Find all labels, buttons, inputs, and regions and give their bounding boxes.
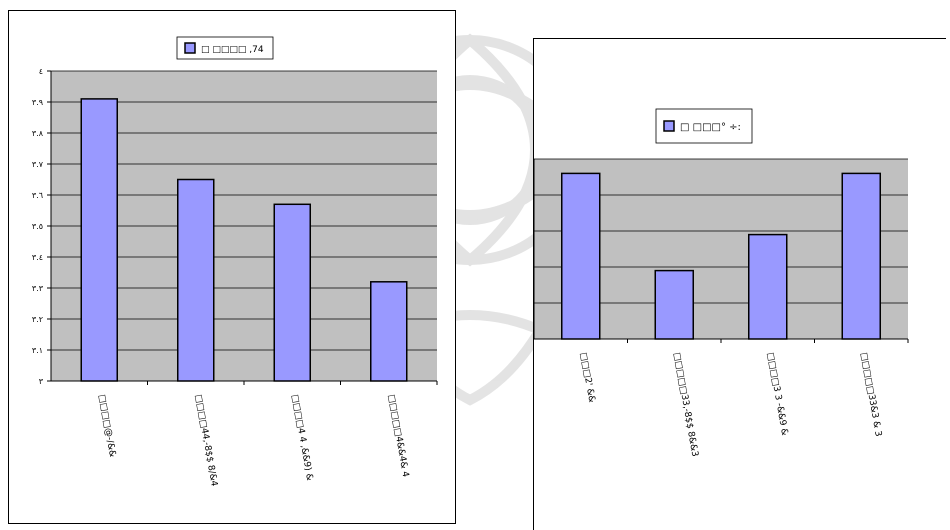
right-chart-svg: □□□2' && □□□□□33,-8$$ 8&&3 □□□□3 3 -&&9 & □… — [533, 108, 909, 458]
right-chart-legend-label: □ □□□° ÷: — [680, 122, 741, 133]
right-chart-bar — [748, 233, 788, 340]
right-chart-legend-swatch — [663, 120, 675, 132]
left-chart-category-label: □□□□4 4 ,&&9) & — [289, 394, 314, 482]
left-chart-y-tick-label: ٣.٤ — [32, 253, 43, 262]
left-chart-y-tick-label: ٣.٥ — [32, 222, 43, 231]
right-bar-chart: □□□2' && □□□□□33,-8$$ 8&&3 □□□□3 3 -&&9 & □… — [533, 38, 946, 530]
left-chart-y-tick-label: ٣ — [39, 377, 44, 386]
right-chart-category-label: □□□□□33,-8$$ 8&&3 — [671, 352, 699, 458]
right-chart-category-label: □□□2' && — [578, 352, 597, 404]
left-chart-bar — [80, 98, 118, 382]
left-chart-y-tick-label: ٣.٩ — [32, 98, 43, 107]
left-chart-y-tick-label: ٣.٣ — [32, 284, 44, 293]
left-chart-y-tick-label: ٣.٢ — [32, 315, 43, 324]
left-chart-bar — [370, 281, 408, 382]
left-chart-y-tick-label: ٣.٨ — [32, 129, 44, 138]
right-chart-category-label: □□□□3 3 -&&9 & — [765, 352, 789, 437]
left-chart-svg: ٣ ٣.١ ٣.٢ ٣.٣ ٣.٤ ٣.٥ ٣.٦ ٣.٧ ٣.٨ ٣.٩ ٤ □□□□@-/&& □□… — [32, 36, 438, 488]
right-chart-bar — [561, 172, 601, 340]
left-chart-bar — [273, 203, 311, 382]
left-bar-chart: ٣ ٣.١ ٣.٢ ٣.٣ ٣.٤ ٣.٥ ٣.٦ ٣.٧ ٣.٨ ٣.٩ ٤ □□□□@-/&& □□… — [8, 10, 456, 524]
left-chart-bar — [177, 178, 215, 382]
left-chart-category-label: □□□□44,-8$$ 8/&4 — [193, 394, 219, 488]
left-chart-y-tick-label: ٣.٦ — [32, 191, 43, 200]
left-chart-legend-label: □ □□□□ ,74 — [201, 45, 264, 55]
left-chart-category-label: □□□□□4&&4& 4 — [386, 394, 410, 478]
right-chart-bar — [841, 172, 881, 340]
left-chart-y-tick-label: ٣.٧ — [32, 160, 44, 169]
left-chart-category-label: □□□□@-/&& — [96, 394, 117, 458]
left-chart-legend-box — [176, 36, 274, 60]
left-chart-legend-swatch — [184, 42, 196, 54]
left-chart-y-tick-label: ٣.١ — [32, 346, 43, 355]
left-chart-y-tick-label: ٤ — [39, 67, 43, 76]
right-chart-category-label: □□□□□33&3 & 3 — [858, 352, 883, 438]
right-chart-bar — [654, 269, 694, 340]
